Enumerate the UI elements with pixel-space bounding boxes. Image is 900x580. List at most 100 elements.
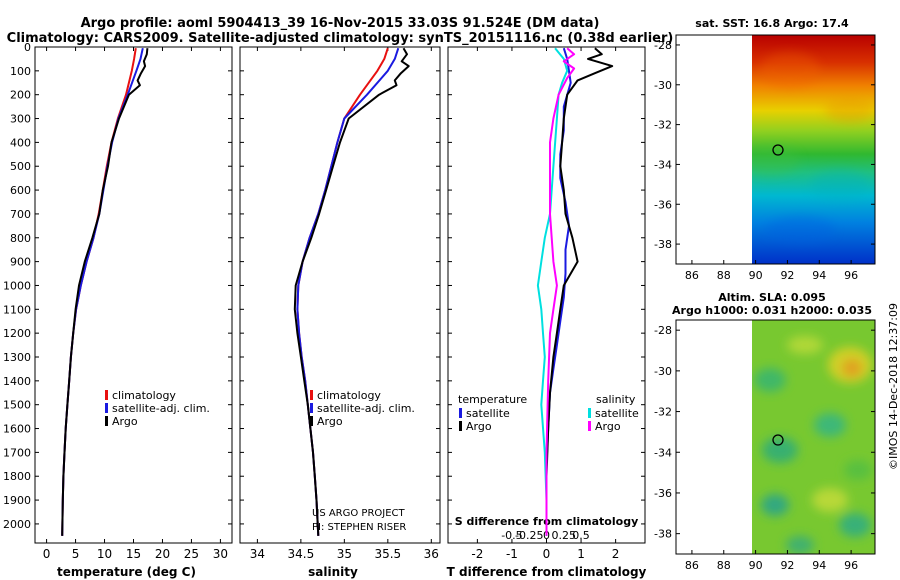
sst-heatmap [752,35,875,264]
legend-label: satellite-adj. clim. [317,402,415,415]
temperature-xtick-label: 30 [213,547,228,561]
legend-swatch [588,408,591,418]
pressure-tick-label: 1800 [3,470,31,483]
salinity-series-argo [293,47,410,536]
sst-map-xtick-label: 90 [749,269,763,282]
sla-map-xtick-label: 90 [749,559,763,572]
pressure-tick-label: 100 [10,65,31,78]
sla-map-xtick-label: 94 [812,559,826,572]
pressure-tick-label: 800 [10,232,31,245]
temperature-xtick-label: 10 [97,547,112,561]
legend-label: satellite-adj. clim. [112,402,210,415]
pressure-tick-label: 1000 [3,279,31,292]
sst-map-ytick-label: -34 [654,158,672,171]
sla-title-line-1: Altim. SLA: 0.095 [718,291,825,304]
legend-swatch [588,421,591,431]
sst-map-ytick-label: -32 [654,119,672,132]
salinity-xtick-label: 35 [337,547,352,561]
pressure-tick-label: 1100 [3,303,31,316]
sst-map: sat. SST: 16.8 Argo: 17.4 86 88 90 92 94 96 -2… [654,17,876,282]
difference-top-xtick-label: -0.5 [501,529,522,542]
pressure-tick-label: 1500 [3,399,31,412]
legend-label: climatology [317,389,381,402]
sla-map-ytick-label: -28 [654,324,672,337]
pressure-tick-label: 1900 [3,494,31,507]
legend-label: climatology [112,389,176,402]
sla-heatmap [752,320,875,554]
temperature-xtick-label: 5 [72,547,80,561]
legend-swatch [105,403,108,413]
sla-map-xtick-label: 86 [685,559,699,572]
pressure-tick-label: 500 [10,160,31,173]
sla-map-ytick-label: -36 [654,487,672,500]
title-line-2: Climatology: CARS2009. Satellite-adjuste… [7,31,674,46]
pressure-tick-label: 1300 [3,351,31,364]
legend-swatch [310,416,313,426]
salinity-xlabel: salinity [308,565,358,579]
legend-label: Argo [112,415,138,428]
sla-map-axes: 86 88 90 92 94 96 -28 -30 -32 -34 -36 -38 [654,324,875,572]
temperature-series-climatology [61,48,137,536]
credit-pi: PI: STEPHEN RISER [312,522,406,533]
temperature-xtick-label: 0 [43,547,51,561]
temperature-xtick-label: 15 [126,547,141,561]
imos-credit: ©IMOS 14-Dec-2018 12:37:09 [887,303,900,470]
pressure-tick-label: 1600 [3,423,31,436]
temperature-series-argo [61,48,149,536]
pressure-tick-label: 1200 [3,327,31,340]
salinity-xtick-label: 34 [250,547,265,561]
temperature-panel: 0100200300400500600700800900100011001200… [3,41,233,579]
credit-project: US ARGO PROJECT [312,508,406,519]
title: Argo profile: aoml 5904413_39 16-Nov-201… [7,16,674,46]
legend-swatch [310,403,313,413]
sst-profile-marker [772,144,784,156]
salinity-xtick-label: 36 [424,547,439,561]
difference-xtick-label: 1 [577,547,585,561]
sst-map-xtick-label: 88 [717,269,731,282]
salinity-xtick-label: 34.5 [288,547,315,561]
legend-swatch [105,416,108,426]
title-line-1: Argo profile: aoml 5904413_39 16-Nov-201… [81,16,600,31]
sla-title-line-2: Argo h1000: 0.031 h2000: 0.035 [672,304,872,317]
legend-swatch [459,408,462,418]
salinity-panel: 34 34.5 35 35.5 36 salinity [239,46,441,579]
salinity-frame [239,46,441,544]
sla-map-xtick-label: 96 [844,559,858,572]
temperature-xtick-label: 20 [155,547,170,561]
sst-map-xtick-label: 92 [780,269,794,282]
temperature-xlabel: temperature (deg C) [57,565,196,579]
temperature-series-satellite-adj-clim- [61,47,144,536]
pressure-tick-label: 2000 [3,518,31,531]
pressure-tick-label: 1400 [3,375,31,388]
pressure-tick-label: 400 [10,136,31,149]
legend-swatch [310,390,313,400]
sla-profile-marker [772,434,784,446]
sst-map-title: sat. SST: 16.8 Argo: 17.4 [695,17,849,30]
legend-label: satellite [466,407,510,420]
pressure-tick-label: 200 [10,89,31,102]
legend-label: Argo [466,420,492,433]
difference-series-temperature-argo [545,47,614,536]
difference-xtick-label: 0 [543,547,551,561]
legend-label: satellite [595,407,639,420]
sla-map-ytick-label: -30 [654,365,672,378]
pressure-tick-label: 600 [10,184,31,197]
legend-temperature-title: temperature [458,393,527,406]
difference-xtick-label: -1 [506,547,518,561]
legend-salinity-title: salinity [596,393,636,406]
pressure-tick-label: 900 [10,256,31,269]
sst-map-ytick-label: -30 [654,79,672,92]
pressure-tick-label: 0 [24,41,31,54]
temperature-xtick-label: 25 [184,547,199,561]
sla-map-xtick-label: 88 [717,559,731,572]
sst-map-axes: 86 88 90 92 94 96 -28 -30 -32 -34 -36 -38 [654,39,875,282]
sst-map-ytick-label: -38 [654,238,672,251]
sst-map-xtick-label: 94 [812,269,826,282]
legend-label: Argo [317,415,343,428]
legend-label: Argo [595,420,621,433]
profile-panels: 0100200300400500600700800900100011001200… [3,41,647,579]
legend-swatch [459,421,462,431]
